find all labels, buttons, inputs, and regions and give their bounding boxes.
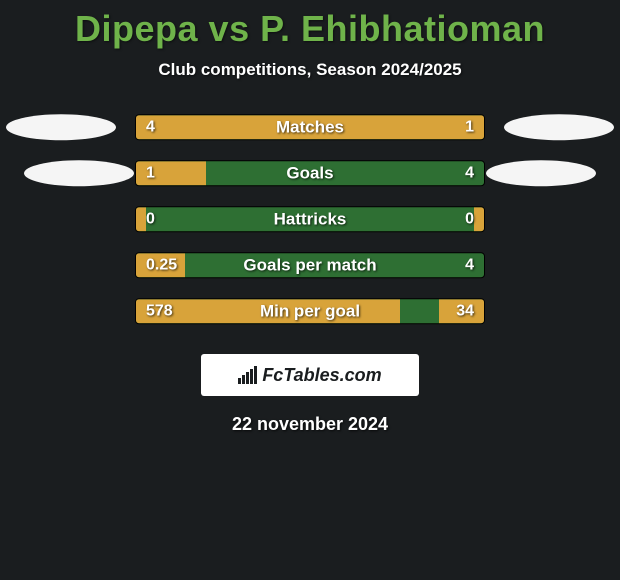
stat-value-left: 578 — [146, 302, 173, 320]
stat-bar: 14Goals — [135, 160, 485, 186]
stat-value-right: 34 — [456, 302, 474, 320]
stat-value-right: 4 — [465, 164, 474, 182]
brand-box: FcTables.com — [201, 354, 419, 396]
player-right-ellipse — [486, 160, 596, 186]
stat-bar-left-fill — [136, 207, 146, 231]
stat-value-left: 1 — [146, 164, 155, 182]
stat-bar-right-fill — [474, 207, 484, 231]
stat-bar-left-fill — [136, 299, 400, 323]
date-text: 22 november 2024 — [0, 414, 620, 435]
stat-label: Hattricks — [136, 209, 484, 229]
stat-label: Goals per match — [136, 255, 484, 275]
brand-text: FcTables.com — [262, 365, 381, 386]
stat-value-right: 1 — [465, 118, 474, 136]
stat-bar: 0.25 4Goals per match — [135, 252, 485, 278]
stat-bar: 0 0Hattricks — [135, 206, 485, 232]
stat-value-left: 0.25 — [146, 256, 177, 274]
comparison-row: 0 0Hattricks — [0, 202, 620, 248]
stat-bar-left-fill — [136, 115, 414, 139]
stat-value-right: 0 — [465, 210, 474, 228]
stat-value-left: 4 — [146, 118, 155, 136]
player-left-ellipse — [6, 114, 116, 140]
player-right-ellipse — [504, 114, 614, 140]
stat-value-left: 0 — [146, 210, 155, 228]
stat-bar: 41Matches — [135, 114, 485, 140]
player-left-ellipse — [24, 160, 134, 186]
comparison-row: 14Goals — [0, 156, 620, 202]
page-subtitle: Club competitions, Season 2024/2025 — [0, 60, 620, 80]
comparison-rows: 41Matches14Goals00Hattricks0.254Goals pe… — [0, 110, 620, 340]
stat-value-right: 4 — [465, 256, 474, 274]
comparison-row: 0.25 4Goals per match — [0, 248, 620, 294]
stat-bar: 57834Min per goal — [135, 298, 485, 324]
comparison-row: 57834Min per goal — [0, 294, 620, 340]
page-title: Dipepa vs P. Ehibhatioman — [0, 0, 620, 50]
chart-bars-icon — [238, 366, 260, 384]
comparison-row: 41Matches — [0, 110, 620, 156]
